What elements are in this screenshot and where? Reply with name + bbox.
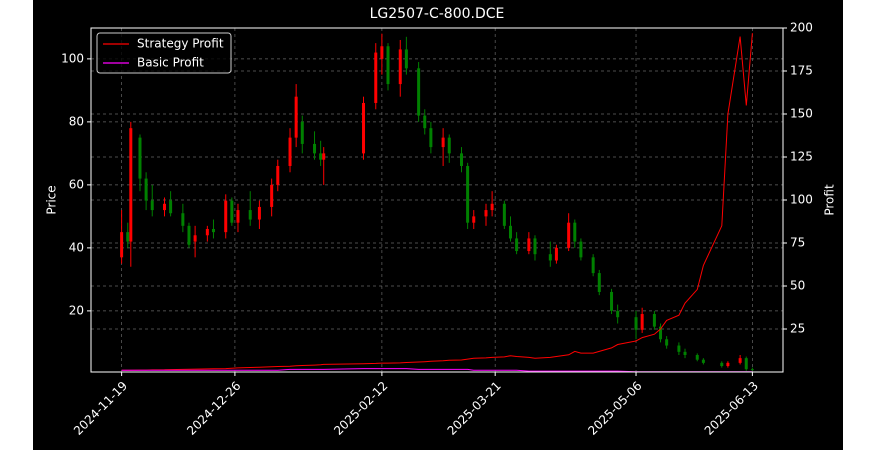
candle-body (417, 68, 421, 116)
candle-body (502, 203, 506, 226)
y2-axis-label: Profit (823, 184, 837, 216)
candle-body (374, 52, 378, 103)
y2-tick-label: 75 (790, 236, 805, 250)
candle-body (313, 143, 317, 154)
candle-body (386, 46, 390, 85)
candle-body (236, 210, 240, 223)
candle-body (181, 213, 185, 226)
y2-tick-label: 25 (790, 322, 805, 336)
legend-label: Basic Profit (137, 56, 204, 70)
candle-body (683, 351, 687, 355)
candle-body (515, 238, 519, 252)
y2-tick-label: 50 (790, 279, 805, 293)
y2-tick-label: 150 (790, 107, 813, 121)
candle-body (257, 206, 261, 220)
candle-body (750, 369, 754, 371)
candle-body (616, 310, 620, 318)
candle-body (659, 326, 663, 340)
candle-body (126, 232, 130, 242)
candle-body (224, 200, 228, 233)
candle-body (610, 291, 614, 311)
candle-body (695, 354, 699, 360)
legend-label: Strategy Profit (137, 37, 224, 51)
candle-body (138, 137, 142, 179)
candle-body (205, 228, 209, 236)
y2-tick-label: 200 (790, 21, 813, 35)
y-tick-label: 80 (69, 114, 84, 128)
candle-body (567, 222, 571, 248)
candle-body (288, 137, 292, 166)
candle-body (150, 200, 154, 211)
y-tick-label: 40 (69, 240, 84, 254)
candle-body (276, 165, 280, 185)
candle-body (591, 257, 595, 274)
candle-body (211, 228, 215, 233)
candle-body (554, 247, 558, 261)
candle-body (248, 210, 252, 220)
candle-body (634, 317, 638, 330)
candle-body (193, 235, 197, 242)
candle-body (665, 339, 669, 346)
candle-body (404, 49, 408, 69)
candle-body (300, 121, 304, 144)
candle-body (597, 273, 601, 292)
y-tick-label: 20 (69, 303, 84, 317)
candle-body (508, 225, 512, 239)
candle-body (294, 96, 298, 138)
candle-body (744, 358, 748, 370)
y2-tick-label: 100 (790, 193, 813, 207)
plot-frame (90, 27, 784, 373)
candle-body (322, 153, 326, 160)
candle-body (129, 128, 133, 242)
candle-body (319, 153, 323, 160)
candle-body (652, 314, 656, 327)
candle-body (726, 362, 730, 367)
candle-body (423, 115, 427, 129)
candle-body (579, 241, 583, 258)
profit-line (121, 33, 753, 371)
y-tick-label: 100 (61, 51, 84, 65)
candle-body (533, 238, 537, 255)
candle-body (490, 203, 494, 211)
candle-body (429, 128, 433, 148)
candle-body (162, 203, 166, 211)
y2-tick-label: 175 (790, 64, 813, 78)
candle-body (380, 46, 384, 59)
candle-body (677, 345, 681, 352)
candle-body (169, 200, 173, 214)
candle-body (466, 165, 470, 223)
candle-body (270, 184, 274, 207)
candle-body (720, 362, 724, 367)
candle-body (230, 200, 234, 223)
candle-body (398, 49, 402, 85)
figure-background (33, 0, 843, 450)
y2-tick-label: 125 (790, 150, 813, 164)
y-tick-label: 60 (69, 177, 84, 191)
candle-body (527, 238, 531, 252)
candle-body (640, 314, 644, 330)
candle-body (144, 178, 148, 201)
candle-body (187, 225, 191, 245)
chart-title: LG2507-C-800.DCE (370, 6, 505, 22)
candle-body (441, 137, 445, 148)
candle-body (472, 216, 476, 223)
y-axis-label: Price (45, 185, 59, 214)
candle-body (447, 137, 451, 154)
legend-box (96, 32, 232, 74)
candle-body (362, 102, 366, 154)
candle-body (573, 222, 577, 242)
candle-body (484, 210, 488, 217)
candle-body (120, 232, 124, 258)
candle-body (459, 153, 463, 166)
candle-body (701, 359, 705, 363)
candle-body (738, 358, 742, 363)
candle-body (548, 254, 552, 261)
